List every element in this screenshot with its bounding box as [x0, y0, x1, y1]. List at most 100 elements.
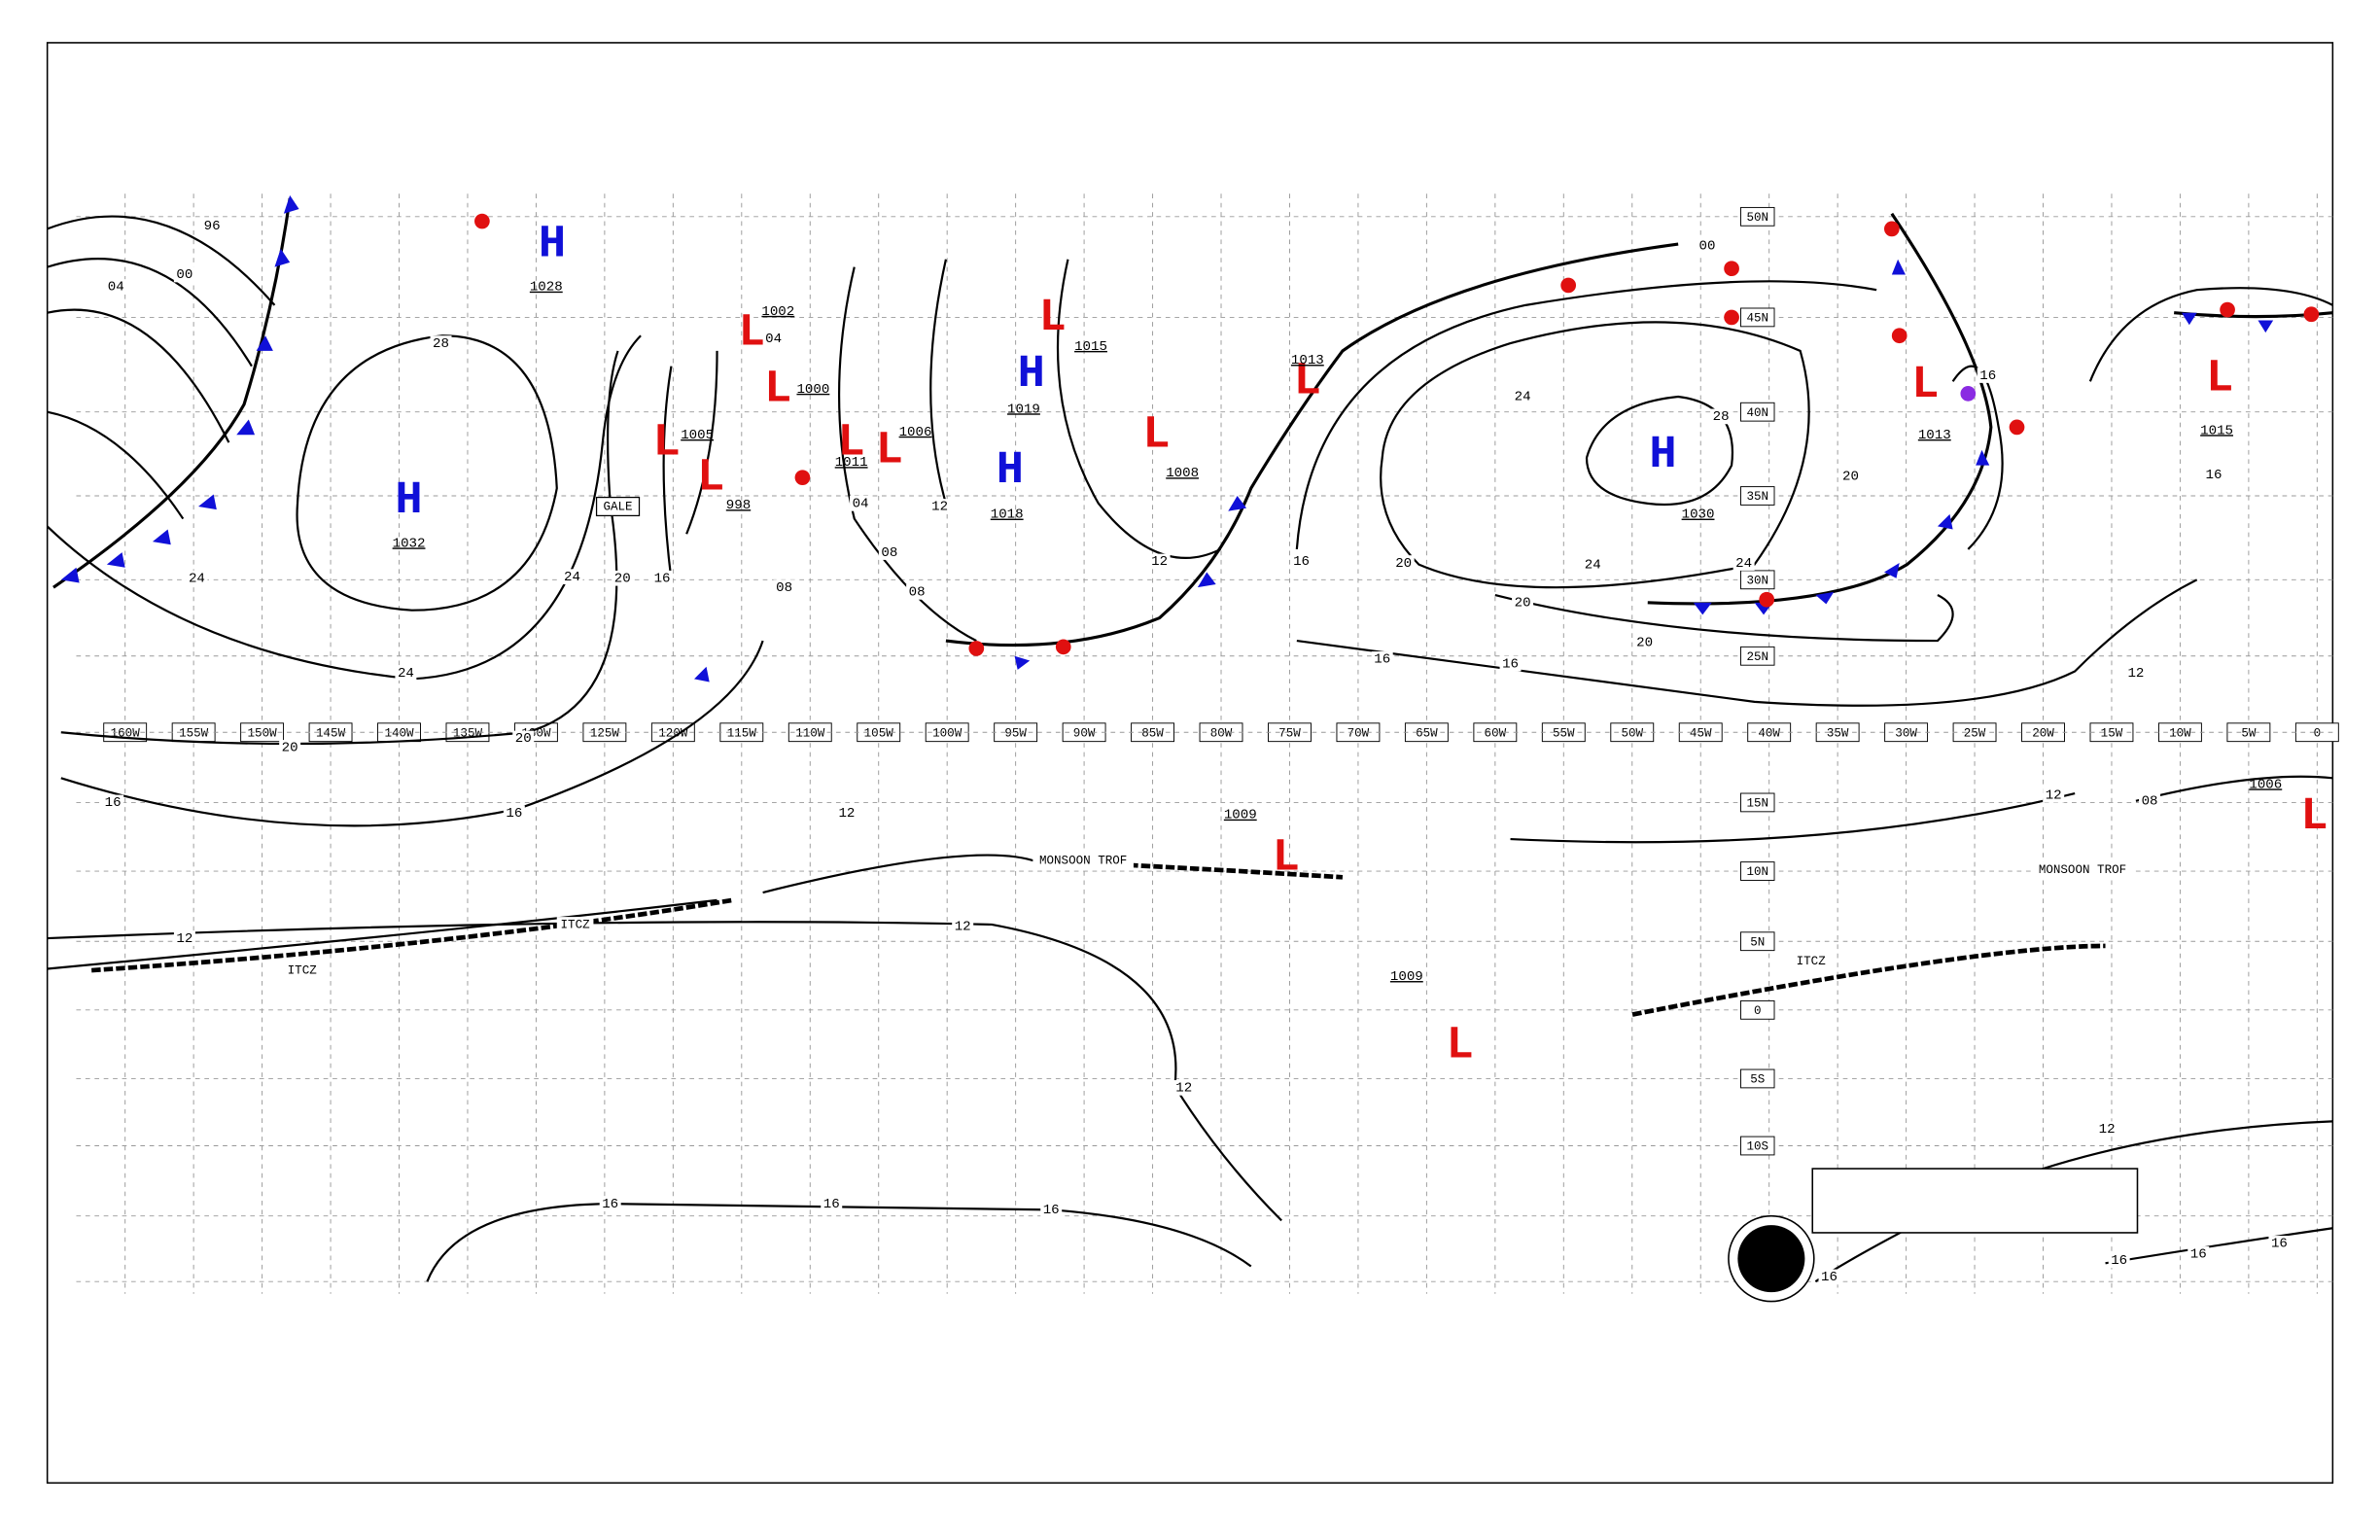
- isobar-label: 16: [2271, 1237, 2288, 1252]
- isobar-label-bg: [503, 805, 525, 822]
- lon-label: 60W: [1485, 726, 1507, 740]
- pressure-center: H: [1649, 430, 1676, 481]
- isobar-label: 16: [1293, 554, 1310, 570]
- isobar-label-bg: [1818, 1269, 1840, 1285]
- lon-label: 5W: [2241, 726, 2257, 740]
- isobar-label: 04: [765, 332, 782, 347]
- pressure-center: L: [876, 425, 903, 476]
- lon-label: 70W: [1348, 726, 1370, 740]
- isobar-label: 16: [1043, 1203, 1060, 1218]
- isobar-label: 20: [515, 731, 532, 747]
- lon-label: 20W: [2032, 726, 2054, 740]
- lon-label: 15W: [2101, 726, 2123, 740]
- feature-bg: [1792, 953, 1830, 969]
- isobar-label: 96: [204, 219, 221, 234]
- pressure-center: H: [539, 220, 566, 271]
- isobar-label-bg: [1148, 553, 1171, 570]
- isobar-label: 16: [1979, 368, 1996, 384]
- lat-label: 10N: [1746, 865, 1768, 879]
- pressure-value: 1013: [1291, 353, 1324, 368]
- lon-label: 75W: [1278, 726, 1301, 740]
- isobar-label-bg: [395, 665, 417, 681]
- isobar-label-bg: [186, 570, 208, 586]
- lat-label: 45N: [1746, 312, 1768, 326]
- pressure-center: L: [1039, 293, 1067, 344]
- feature-label: GALE: [603, 500, 632, 513]
- lon-label: 140W: [384, 726, 414, 740]
- isobar-label: 16: [506, 806, 522, 822]
- lon-label: 150W: [248, 726, 278, 740]
- pressure-center: L: [2300, 791, 2328, 843]
- pressure-value: 1019: [1007, 402, 1040, 417]
- isobar-label-bg: [201, 218, 224, 234]
- lat-label-box: [1740, 931, 1775, 952]
- isobar-label-bg: [1040, 1202, 1063, 1218]
- isobar-label-bg: [599, 1196, 621, 1211]
- lon-label: 110W: [795, 726, 825, 740]
- pressure-value: 1030: [1682, 508, 1715, 523]
- lat-label-box: [1740, 646, 1775, 666]
- pressure-value: 1028: [530, 280, 563, 296]
- lon-label: 40W: [1758, 726, 1780, 740]
- isobar-label-bg: [906, 584, 928, 600]
- isobar-label: 00: [176, 267, 192, 283]
- pressure-center: L: [1294, 357, 1321, 408]
- pressure-value: 1000: [796, 382, 829, 398]
- pressure-value: 1013: [1918, 428, 1951, 443]
- lat-label-box: [1740, 861, 1775, 881]
- lon-label: 90W: [1073, 726, 1096, 740]
- isobar-label-bg: [2139, 793, 2161, 809]
- lat-label-box: [1740, 570, 1775, 590]
- lat-label: 50N: [1746, 211, 1768, 225]
- feature-bg: [556, 917, 594, 932]
- pressure-center: L: [838, 418, 865, 470]
- lon-label: 115W: [727, 726, 757, 740]
- isobar-label: 16: [2205, 468, 2222, 483]
- isobar-label: 12: [2099, 1122, 2116, 1138]
- lat-label-box: [1740, 402, 1775, 422]
- isobar-label: 04: [108, 280, 124, 296]
- isobar-label: 16: [823, 1197, 840, 1212]
- fronts: [52, 194, 2333, 682]
- isobar-label: 16: [1821, 1270, 1838, 1285]
- isobar-label: 12: [1151, 554, 1168, 570]
- isobar-label-bg: [773, 579, 795, 596]
- pressure-value: 1015: [2200, 423, 2233, 438]
- isobar-label: 12: [931, 500, 948, 515]
- isobar-label: 24: [398, 666, 414, 682]
- lon-label: 35W: [1827, 726, 1849, 740]
- isobar-label: 12: [955, 919, 971, 934]
- lat-label-box: [1740, 792, 1775, 813]
- isobar-label-bg: [2108, 1252, 2130, 1269]
- isobar-label-bg: [279, 740, 301, 755]
- pressure-value: 1009: [1224, 808, 1257, 823]
- isobar-label-bg: [2188, 1246, 2210, 1262]
- isobar-label: 12: [2046, 788, 2062, 803]
- lat-label-box: [1740, 1136, 1775, 1156]
- lat-label: 15N: [1746, 797, 1768, 811]
- pressure-value: 1005: [681, 428, 714, 443]
- isobar-label-bg: [762, 331, 785, 347]
- info-panel: [1728, 1168, 2139, 1303]
- isobar-label-bg: [1633, 634, 1656, 650]
- lat-label: 5S: [1750, 1073, 1765, 1087]
- isobar-label: 20: [614, 571, 631, 586]
- lat-label: 5N: [1750, 935, 1765, 949]
- lon-label: 55W: [1553, 726, 1575, 740]
- pressure-value: 1018: [991, 508, 1024, 523]
- logo-disc: [1737, 1225, 1805, 1293]
- isobars: [46, 215, 2333, 1283]
- frame: [46, 42, 2334, 1485]
- grid: 160W 155W 150W 145W 140W 135W 130W 125W 120W 115W…: [76, 193, 2339, 1294]
- pressure-center: L: [1273, 832, 1300, 884]
- lon-label: 45W: [1690, 726, 1712, 740]
- isobar-label-bg: [1512, 389, 1534, 404]
- isobar-label: 20: [1395, 556, 1412, 572]
- pressure-center: L: [2206, 354, 2233, 405]
- pressure-center: L: [1447, 1020, 1474, 1071]
- isobar-label-bg: [651, 570, 674, 586]
- isobar-label: 04: [853, 497, 869, 512]
- pressure-value: 1006: [2249, 777, 2282, 792]
